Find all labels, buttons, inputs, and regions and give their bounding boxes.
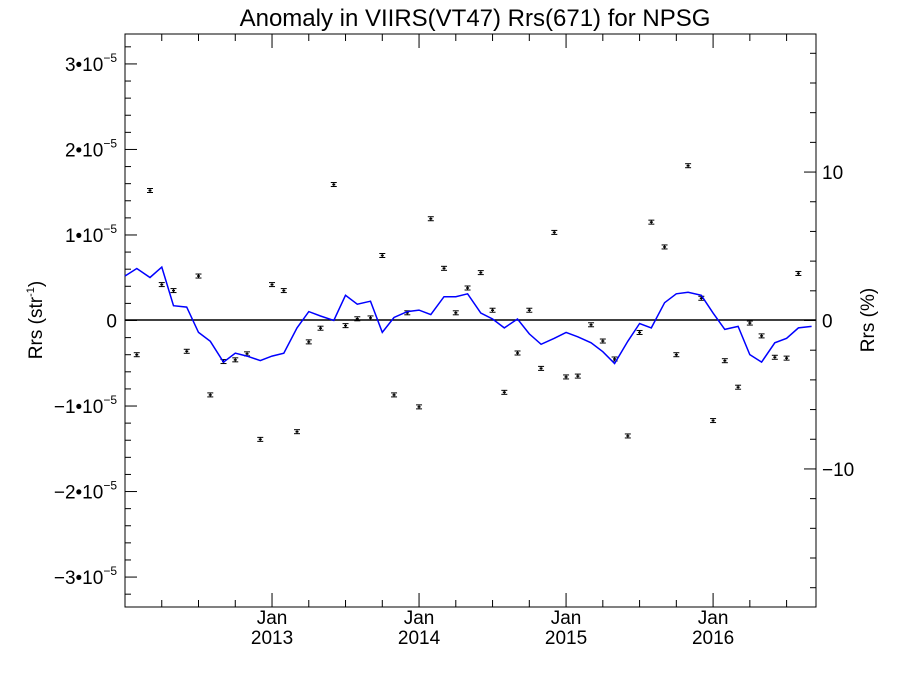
data-point [232, 357, 239, 363]
x-tick-month-label: Jan [257, 608, 288, 629]
data-point [280, 288, 287, 294]
anomaly-percent-line [124, 265, 812, 365]
data-point [354, 316, 361, 322]
left-tick-label: −3•10−5 [54, 564, 117, 589]
right-tick-label: 0 [822, 312, 833, 333]
data-point [452, 310, 459, 316]
left-tick-mantissa: 0 [106, 312, 117, 333]
data-point [574, 373, 581, 379]
data-point [698, 295, 705, 301]
data-points [133, 163, 802, 442]
data-point [183, 348, 190, 354]
left-tick-label: −2•10−5 [54, 479, 117, 504]
data-point [330, 182, 337, 188]
right-y-axis: 10 0 −10 [804, 52, 854, 589]
left-tick-label: −1•10−5 [54, 393, 117, 418]
data-point [427, 216, 434, 222]
x-tick-month-label: Jan [404, 608, 435, 629]
left-tick-mantissa: 3•10 [65, 55, 103, 76]
data-point [257, 436, 264, 442]
chart-title: Anomaly in VIIRS(VT47) Rrs(671) for NPSG [240, 5, 711, 32]
data-point [441, 265, 448, 271]
left-tick-mantissa: −1•10 [54, 397, 103, 418]
data-point [795, 270, 802, 276]
data-point [735, 384, 742, 390]
data-point [391, 392, 398, 398]
right-tick-label: 10 [822, 163, 843, 184]
left-tick-mantissa: −2•10 [54, 483, 103, 504]
left-tick-exponent: −5 [103, 136, 117, 150]
data-point [269, 282, 276, 288]
data-point [588, 322, 595, 328]
data-point [673, 352, 680, 358]
left-tick-exponent: −5 [103, 51, 117, 65]
data-point [133, 352, 140, 358]
left-tick-label: 1•10−5 [65, 222, 117, 247]
data-point [305, 339, 312, 345]
data-point [538, 365, 545, 371]
data-point [783, 355, 790, 361]
x-tick-year-label: 2015 [545, 628, 587, 649]
data-point [489, 307, 496, 313]
left-tick-mantissa: 1•10 [65, 226, 103, 247]
data-point [170, 288, 177, 294]
data-point [685, 163, 692, 169]
data-point [464, 285, 471, 291]
data-point [294, 429, 301, 435]
data-point [526, 307, 533, 313]
x-tick-year-label: 2013 [251, 628, 293, 649]
data-point [158, 282, 165, 288]
right-tick-label: −10 [822, 460, 854, 481]
y-axis-right-label: Rrs (%) [858, 288, 879, 352]
x-tick-year-label: 2014 [398, 628, 441, 649]
data-point [207, 392, 214, 398]
data-point [721, 358, 728, 364]
left-tick-label: 0 [106, 312, 117, 333]
data-point [477, 270, 484, 276]
y-axis-left-label-close: ) [26, 281, 47, 287]
data-point [501, 389, 508, 395]
data-point [342, 323, 349, 329]
data-point [195, 273, 202, 279]
data-point [551, 229, 558, 235]
x-tick-year-label: 2016 [692, 628, 734, 649]
x-tick-month-label: Jan [698, 608, 729, 629]
x-tick-month-label: Jan [551, 608, 582, 629]
data-point [624, 433, 631, 439]
left-tick-exponent: −5 [103, 564, 117, 578]
y-axis-left-label-base: Rrs (str [26, 296, 47, 359]
y-axis-left-label: Rrs (str-1) [25, 281, 47, 359]
left-tick-label: 2•10−5 [65, 136, 117, 161]
y-axis-left-label-sup: -1 [25, 287, 37, 297]
data-point [771, 354, 778, 360]
data-point [317, 325, 324, 331]
data-point [710, 418, 717, 424]
left-tick-exponent: −5 [103, 393, 117, 407]
data-point [379, 253, 386, 259]
left-tick-mantissa: −3•10 [54, 568, 103, 589]
data-point [563, 374, 570, 380]
data-point [146, 188, 153, 194]
left-tick-exponent: −5 [103, 222, 117, 236]
left-tick-label: 3•10−5 [65, 51, 117, 76]
data-point [758, 333, 765, 339]
left-y-axis: 3•10−52•10−51•10−50−1•10−5−2•10−5−3•10−5 [54, 46, 137, 595]
left-tick-exponent: −5 [103, 479, 117, 493]
data-point [636, 329, 643, 335]
data-point [416, 404, 423, 410]
data-point [648, 219, 655, 225]
data-point [514, 350, 521, 356]
left-tick-mantissa: 2•10 [65, 140, 103, 161]
data-point [599, 338, 606, 344]
data-point [746, 320, 753, 326]
data-point [367, 315, 374, 321]
data-point [661, 244, 668, 250]
